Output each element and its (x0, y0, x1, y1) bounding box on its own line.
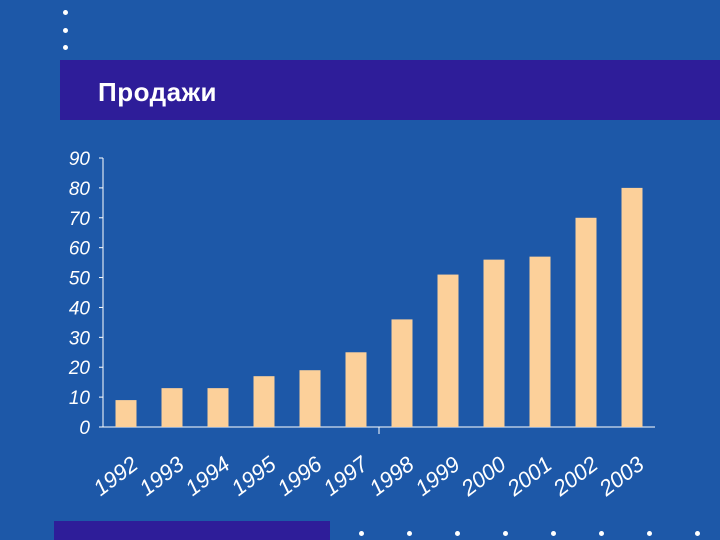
bar (207, 388, 229, 427)
y-tick-label: 50 (69, 269, 91, 290)
x-tick-label: 1994 (180, 451, 234, 500)
x-tick-label: 2001 (502, 451, 557, 501)
y-tick-label: 20 (68, 358, 91, 379)
decor-dot-2 (63, 28, 68, 33)
y-tick-label: 30 (69, 328, 91, 349)
x-tick-label: 2000 (456, 451, 512, 501)
x-tick-label: 1998 (364, 451, 419, 501)
bar (483, 259, 505, 427)
y-tick-label: 10 (69, 388, 91, 409)
y-tick-label: 80 (69, 179, 91, 200)
y-tick-label: 90 (69, 149, 91, 170)
bar (437, 274, 459, 427)
decor-dot-3 (63, 45, 68, 50)
x-tick-label: 1997 (318, 451, 373, 501)
y-tick-label: 70 (69, 209, 91, 230)
decor-dot-4 (359, 531, 364, 536)
x-tick-label: 1999 (410, 451, 464, 500)
x-tick-label: 1995 (226, 451, 281, 501)
bar (253, 376, 275, 427)
title-band (60, 60, 720, 120)
bar (115, 400, 137, 427)
y-tick-label: 60 (69, 239, 91, 260)
decor-dot-10 (647, 531, 652, 536)
y-tick-label: 40 (69, 298, 91, 319)
bar (621, 187, 643, 427)
decor-dot-1 (63, 10, 68, 15)
slide-title: Продажи (98, 77, 217, 107)
x-tick-label: 1992 (88, 451, 142, 500)
bottom-band (54, 521, 330, 540)
bar (345, 352, 367, 427)
decor-dot-11 (695, 531, 700, 536)
x-tick-label: 2002 (548, 451, 603, 501)
decor-dot-7 (503, 531, 508, 536)
decor-dot-9 (599, 531, 604, 536)
bar (299, 370, 321, 427)
x-tick-label: 1996 (272, 451, 327, 501)
y-tick-label: 0 (79, 418, 90, 439)
bar (161, 388, 183, 427)
bar (575, 217, 597, 427)
decor-dot-8 (551, 531, 556, 536)
bar (391, 319, 413, 427)
bar (529, 256, 551, 427)
x-tick-label: 2003 (594, 451, 650, 501)
decor-dot-6 (455, 531, 460, 536)
decor-dot-5 (407, 531, 412, 536)
x-tick-label: 1993 (134, 451, 189, 501)
